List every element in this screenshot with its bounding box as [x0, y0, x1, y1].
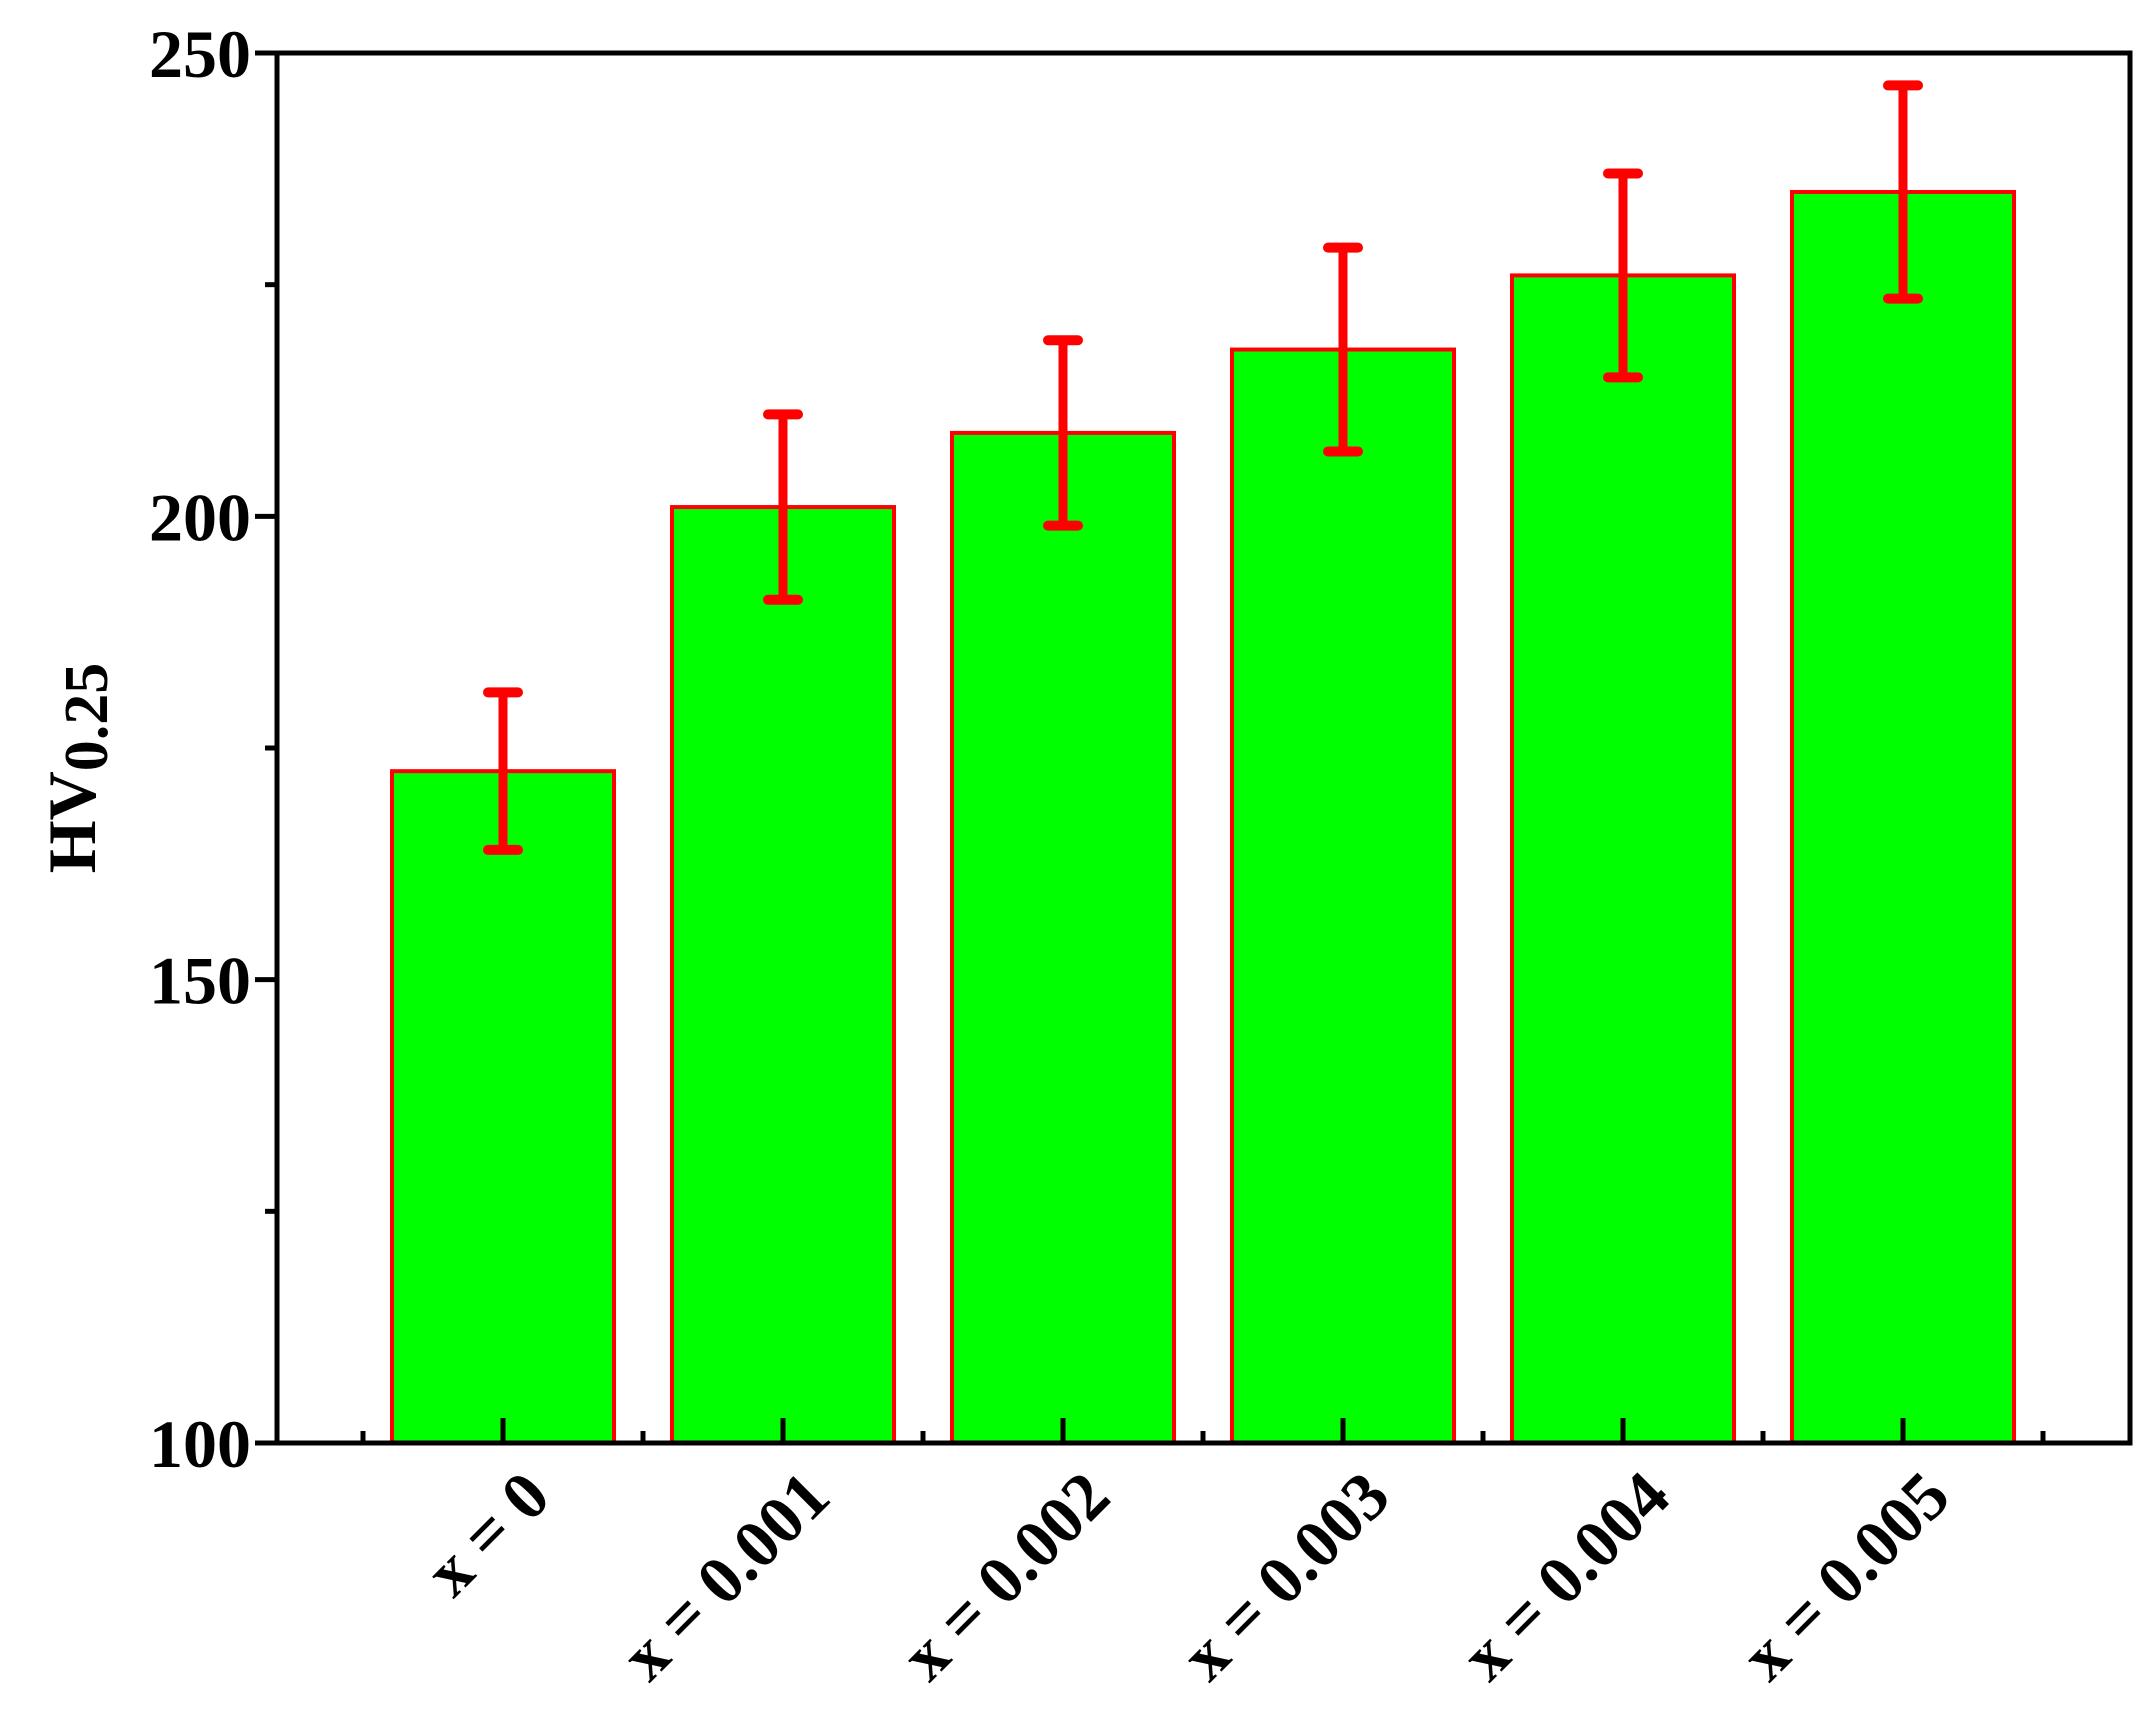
bar	[390, 769, 616, 1445]
error-bar	[483, 687, 523, 855]
x-tick-label: x = 0.003	[1166, 1457, 1403, 1694]
y-axis-title: HV0.25	[34, 663, 121, 874]
error-bar	[763, 409, 803, 605]
bar	[1790, 190, 2016, 1445]
x-tick-label: x = 0.005	[1726, 1457, 1963, 1694]
x-tick-label: x = 0	[410, 1457, 563, 1610]
bar	[1510, 273, 1736, 1445]
y-axis: 100 150 200 250	[149, 16, 277, 1482]
y-tick-label: 100	[149, 1406, 251, 1482]
error-bar	[1883, 80, 1923, 304]
bar	[950, 430, 1176, 1445]
x-tick-label: x = 0.002	[886, 1457, 1123, 1694]
y-axis-title-subscript: 0.25	[53, 663, 121, 772]
y-tick-label: 150	[149, 943, 251, 1019]
error-bar	[1323, 242, 1363, 457]
bar	[670, 505, 896, 1446]
bars-group	[390, 190, 2016, 1446]
x-tick-label: x = 0.001	[606, 1457, 843, 1694]
error-bars-group	[483, 80, 1923, 855]
y-tick-label: 250	[149, 16, 251, 92]
y-axis-title-main: HV	[34, 771, 110, 873]
bar	[1230, 347, 1456, 1445]
error-bar	[1043, 335, 1083, 531]
y-tick-label: 200	[149, 479, 251, 555]
error-bar	[1603, 168, 1643, 383]
x-tick-label: x = 0.004	[1446, 1457, 1683, 1694]
